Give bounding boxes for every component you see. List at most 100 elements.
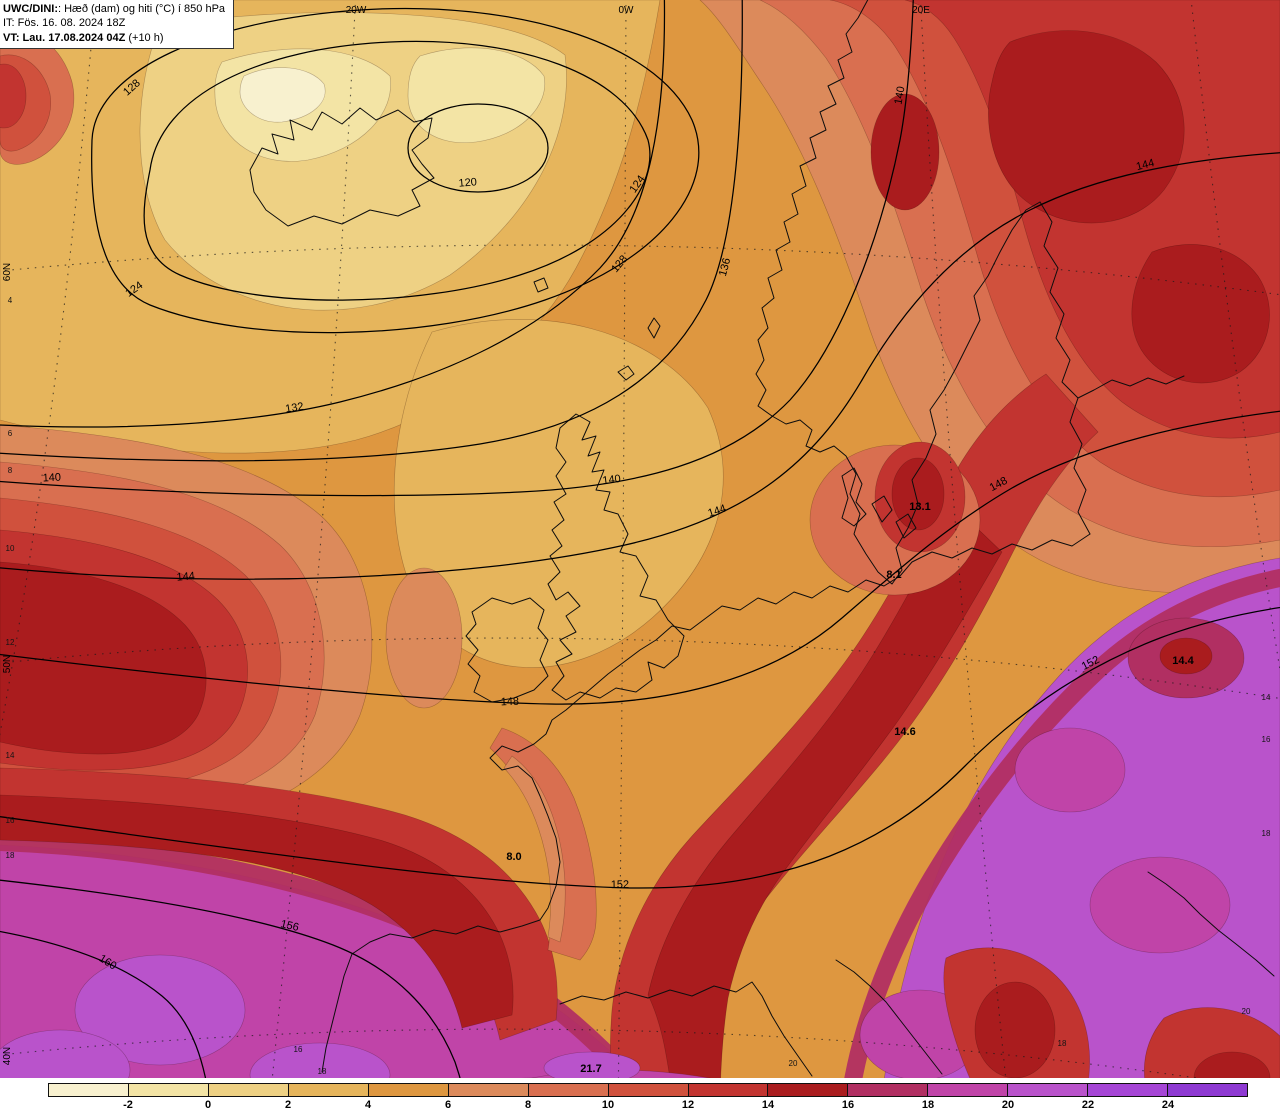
colorbar-tick-label: -2: [123, 1099, 133, 1111]
title-line-1: UWC/DINI:: Hæð (dam) og hiti (°C) í 850 …: [3, 2, 225, 16]
longitude-labels: 20W 0W 20E: [346, 5, 931, 16]
title-box: UWC/DINI:: Hæð (dam) og hiti (°C) í 850 …: [0, 0, 235, 49]
coastline-faroe: [533, 277, 549, 293]
title-line-2: IT: Fös. 16. 08. 2024 18Z: [3, 17, 126, 30]
colorbar-segment: [448, 1084, 529, 1096]
temp-region-ne-darkred-b: [1131, 244, 1270, 384]
spot-temperature-value: 13.1: [909, 501, 930, 513]
meridian-line: [267, 0, 357, 1115]
coastline-mediterranean: [559, 981, 813, 1077]
height-contour-label: 144: [1135, 157, 1156, 173]
temp-region-se-magenta-a: [1014, 727, 1126, 813]
meridian-line: [0, 0, 96, 737]
latitude-label: 40N: [2, 1047, 13, 1065]
latitude-label: 60N: [2, 263, 13, 281]
coastline-ireland: [465, 597, 549, 703]
edge-contour-label: 4: [8, 296, 13, 305]
spot-temperature-value: 14.6: [894, 726, 915, 738]
lead-time: (+10 h): [125, 31, 164, 44]
colorbar-tick-label: 0: [204, 1099, 212, 1111]
colorbar-tick-label: 2: [284, 1099, 292, 1111]
longitude-label: 20E: [912, 5, 930, 16]
spot-temperature-value: 8.0: [506, 851, 521, 863]
edge-contour-label: 18: [318, 1067, 327, 1076]
temp-region-uk-gold: [393, 319, 724, 668]
coastline-italy-east: [835, 959, 943, 1075]
edge-contour-label: 20: [1242, 1007, 1251, 1016]
edge-contour-label: 16: [294, 1045, 303, 1054]
temp-region-ne-darkred-c: [870, 93, 940, 211]
temp-region-coldest: [239, 67, 326, 123]
temp-region-ireland-west-salmon: [385, 567, 463, 709]
colorbar-tick-label: 24: [1161, 1099, 1175, 1111]
edge-contour-label: 18: [1058, 1039, 1067, 1048]
coastline-layer: [249, 0, 1275, 1077]
height-contour-124: [143, 40, 651, 301]
height-contour-label: 132: [285, 401, 305, 416]
spot-temperature-value: 21.7: [580, 1063, 601, 1075]
colorbar-tick-label: 14: [761, 1099, 775, 1111]
height-contour-140: [0, 0, 914, 497]
colorbar-segment: [1008, 1084, 1089, 1096]
coastline-denmark-island: [895, 513, 917, 539]
height-contour-label: 156: [279, 918, 300, 934]
colorbar-swatches: [48, 1083, 1248, 1097]
colorbar-segment: [688, 1084, 769, 1096]
height-contour-label: 136: [717, 257, 733, 278]
colorbar-tick-label: 4: [364, 1099, 372, 1111]
colorbar-tick-label: 6: [444, 1099, 452, 1111]
height-contour-120: [407, 103, 549, 193]
latitude-labels: 60N 50N 40N: [2, 263, 13, 1065]
edge-contour-labels: 4 6 8 10 12 14 16 18 16 18 20 18 14 16 18 20: [6, 296, 1271, 1076]
temp-region-france-tongue-core: [503, 755, 566, 943]
edge-contour-label: 16: [6, 816, 15, 825]
height-contour-label: 120: [458, 176, 477, 190]
edge-contour-label: 16: [1262, 735, 1271, 744]
coastline-finland: [1039, 201, 1185, 399]
colorbar-segment: [928, 1084, 1009, 1096]
coastline-denmark-island: [871, 495, 893, 523]
height-contour-128: [91, 7, 700, 334]
longitude-label: 20W: [346, 5, 367, 16]
height-contour-label: 140: [602, 473, 622, 487]
temp-region-europe-band-darkred: [647, 507, 1003, 1115]
colorbar-segment: [208, 1084, 289, 1096]
height-contour-132: [0, 0, 666, 428]
spot-temperature-value: 8.1: [886, 569, 901, 581]
spot-temperature-values: 13.1 8.1 14.4 14.6 8.0 21.7: [506, 501, 1194, 1075]
temp-region-italy-darkred: [974, 981, 1056, 1079]
colorbar-tick-label: 12: [681, 1099, 695, 1111]
height-contour-label: 148: [501, 696, 520, 709]
meridian-line: [919, 0, 1011, 1115]
height-contour-label: 152: [611, 879, 630, 891]
edge-contour-label: 6: [8, 429, 13, 438]
valid-time: VT: Lau. 17.08.2024 04Z: [3, 31, 126, 44]
colorbar-segment: [49, 1084, 129, 1096]
coastline-britain: [547, 413, 685, 701]
latitude-label: 50N: [2, 655, 13, 673]
height-contour-label: 144: [176, 570, 195, 584]
colorbar-tick-label: 20: [1001, 1099, 1015, 1111]
colorbar-segment: [1088, 1084, 1169, 1096]
colorbar-tick-label: 22: [1081, 1099, 1095, 1111]
edge-contour-label: 18: [1262, 829, 1271, 838]
colorbar-segment: [528, 1084, 609, 1096]
temp-region-cream-b: [407, 47, 546, 144]
colorbar-segment: [1168, 1084, 1248, 1096]
height-contour-label: 140: [42, 472, 61, 485]
height-contour-144: [0, 152, 1280, 580]
colorbar-tick-label: 8: [524, 1099, 532, 1111]
temp-region-west-core: [0, 561, 207, 755]
coastline-europe-mainland: [321, 533, 1091, 1073]
edge-contour-label: 12: [6, 638, 15, 647]
colorbar-tick-label: 10: [601, 1099, 615, 1111]
height-contour-148: [0, 410, 1280, 705]
temp-region-ne-darkred-a: [988, 30, 1185, 224]
colorbar: -2 0 2 4 6 8 10 12 14 16 18 20 22 24: [0, 1078, 1280, 1115]
colorbar-segment: [848, 1084, 929, 1096]
coastline-scandinavia: [755, 0, 1041, 585]
colorbar-segment: [368, 1084, 449, 1096]
